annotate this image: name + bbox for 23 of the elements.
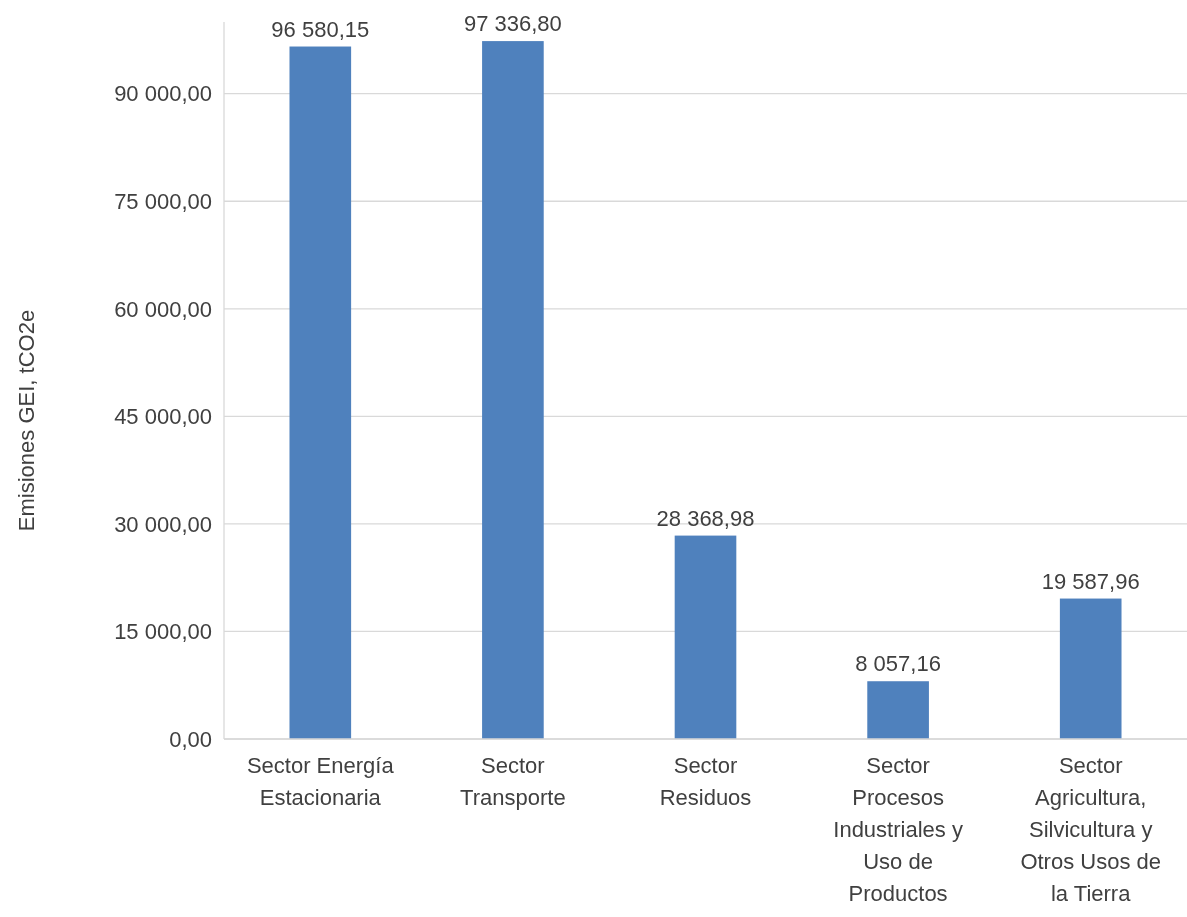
x-tick-label: Sector Procesos Industriales y Uso de Productos [833,753,963,906]
y-tick-label: 75 000,00 [114,188,212,214]
bar [674,535,737,739]
data-label: 96 580,15 [271,16,370,42]
y-tick-label: 0,00 [169,726,212,752]
x-tick-label: Sector Agricultura, Silvicultura y Otros Usos de la Tierra [1020,753,1161,906]
data-label: 97 336,80 [463,11,562,37]
y-tick-label: 90 000,00 [114,81,212,107]
y-tick-label: 30 000,00 [114,511,212,537]
data-label: 28 368,98 [656,505,755,531]
bar [482,41,544,739]
x-tick-label: Sector Energía Estacionaria [246,753,395,810]
x-tick-label: Sector Residuos [659,753,752,810]
bar [1059,598,1122,739]
bar [289,46,352,739]
y-tick-label: 45 000,00 [114,404,212,430]
y-axis-title: Emisiones GEI, tCO2e [14,309,39,532]
y-tick-label: 60 000,00 [114,296,212,322]
bar [867,681,929,739]
x-tick-label: Sector Transporte [460,753,566,810]
y-tick-label: 15 000,00 [114,619,212,645]
data-label: 8 057,16 [855,651,941,677]
data-label: 19 587,96 [1041,568,1140,594]
